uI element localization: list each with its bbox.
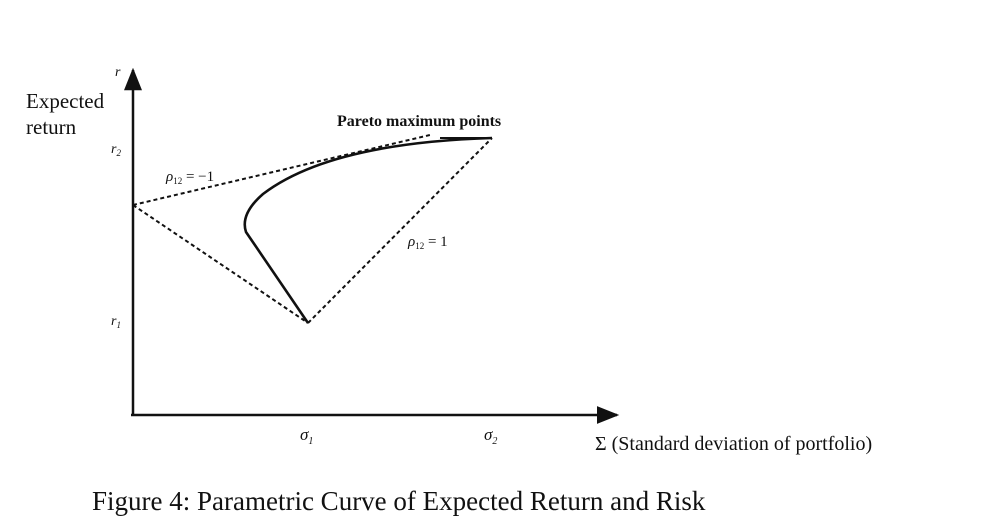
pareto-label: Pareto maximum points — [337, 113, 501, 130]
subscript: 12 — [415, 241, 424, 251]
rho-neg-label: ρ12 = −1 — [165, 169, 214, 186]
parametric-curve — [243, 136, 493, 324]
subscript: 2 — [492, 436, 497, 447]
symbol: r — [111, 314, 117, 329]
caption: Figure 4: Parametric Curve of Expected R… — [92, 486, 706, 516]
symbol: σ — [484, 425, 493, 444]
y-label-line: Expected — [26, 89, 105, 113]
symbol: ρ — [407, 234, 415, 250]
subscript: 12 — [173, 176, 182, 186]
x-tick-label: σ1 — [300, 425, 313, 447]
y-tick-label: r2 — [111, 142, 121, 158]
subscript: 1 — [308, 436, 313, 447]
text: = −1 — [182, 169, 214, 185]
y-label-line: return — [26, 115, 77, 139]
rho-pos-label: ρ12 = 1 — [407, 234, 448, 251]
symbol: σ — [300, 425, 309, 444]
rho-neg-line-lower — [132, 204, 309, 324]
symbol: r — [111, 142, 117, 157]
subscript: 2 — [116, 148, 121, 158]
text: = 1 — [424, 234, 447, 250]
subscript: 1 — [116, 320, 121, 330]
y-symbol: r — [115, 65, 121, 80]
x-tick-label: σ2 — [484, 425, 497, 447]
y-tick-label: r1 — [111, 314, 121, 330]
rho-neg-line-upper — [132, 134, 431, 206]
x-label: Σ (Standard deviation of portfolio) — [595, 433, 872, 455]
symbol: ρ — [165, 169, 173, 185]
rho-pos-line — [307, 137, 493, 324]
